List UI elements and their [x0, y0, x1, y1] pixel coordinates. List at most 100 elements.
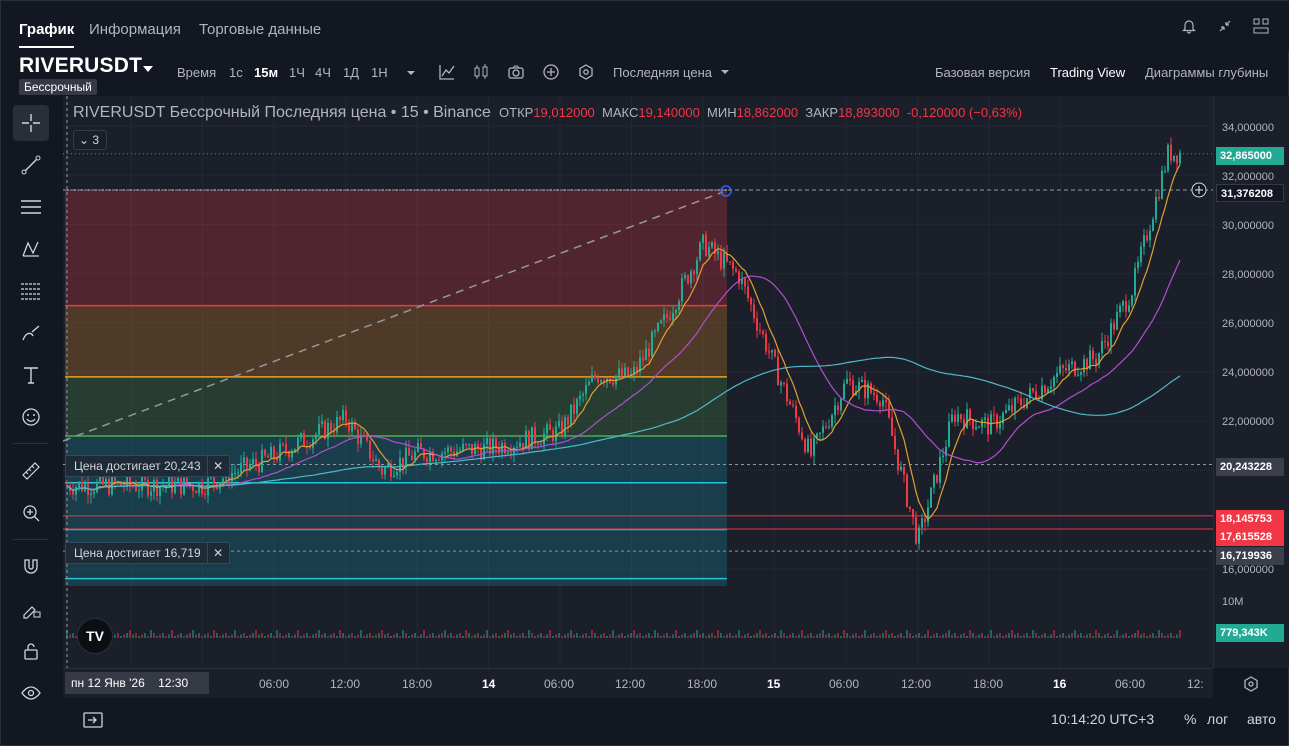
volume-bar: [408, 636, 410, 638]
volume-bar: [879, 634, 881, 638]
volume-bar: [291, 636, 293, 638]
layout-icon[interactable]: [1250, 15, 1272, 37]
price-scale[interactable]: 34,000000 32,000000 30,000000 28,000000 …: [1213, 96, 1289, 668]
bell-icon[interactable]: [1178, 15, 1200, 37]
emoji-icon[interactable]: [13, 399, 49, 435]
ruler-icon[interactable]: [13, 453, 49, 489]
candle-body: [900, 466, 902, 470]
unlock-icon[interactable]: [13, 633, 49, 669]
horizontal-lines-icon[interactable]: [13, 189, 49, 225]
tf-4h[interactable]: 4Ч: [315, 65, 331, 80]
candle-body: [993, 414, 995, 416]
volume-bar: [642, 636, 644, 638]
timeframe-more-icon[interactable]: [401, 62, 421, 82]
candle-body: [741, 278, 743, 284]
symbol-name[interactable]: RIVERUSDT: [19, 54, 143, 77]
close-icon[interactable]: ✕: [206, 543, 229, 563]
alert-label-low[interactable]: Цена достигает 16,719 ✕: [65, 542, 230, 564]
candle-body: [315, 434, 317, 440]
eye-icon[interactable]: [13, 675, 49, 711]
tab-info[interactable]: Информация: [89, 21, 181, 38]
volume-bar: [966, 636, 968, 638]
tf-time[interactable]: Время: [177, 65, 217, 80]
tf-15m[interactable]: 15м: [254, 65, 279, 80]
legend-change: -0,120000 (−0,63%): [906, 105, 1023, 120]
volume-bar: [867, 636, 869, 638]
volume-bar: [525, 636, 527, 638]
pattern-icon[interactable]: [13, 231, 49, 267]
tab-trading-data[interactable]: Торговые данные: [199, 21, 322, 38]
fib-icon[interactable]: [13, 273, 49, 309]
add-indicator-icon[interactable]: [541, 62, 561, 82]
candle-body: [588, 381, 590, 386]
volume-bar: [480, 636, 482, 638]
tf-1d[interactable]: 1Д: [343, 65, 360, 80]
close-icon[interactable]: ✕: [206, 456, 229, 476]
tradingview-logo[interactable]: TV: [77, 618, 113, 654]
volume-bar: [531, 633, 533, 638]
volume-bar: [747, 633, 749, 638]
time-scale-settings-icon[interactable]: [1241, 674, 1261, 694]
volume-bar: [750, 636, 752, 638]
volume-bar: [699, 634, 701, 638]
candle-body: [1149, 230, 1151, 241]
log-toggle[interactable]: лог: [1207, 711, 1229, 727]
candle-body: [402, 457, 404, 468]
magnet-icon[interactable]: [13, 549, 49, 585]
chart-pane[interactable]: RIVERUSDT Бессрочный Последняя цена • 15…: [63, 96, 1213, 668]
settings-icon[interactable]: [576, 62, 596, 82]
candles-icon[interactable]: [471, 62, 491, 82]
price-chart[interactable]: [63, 96, 1213, 668]
indicators-toggle[interactable]: ⌄ 3: [73, 130, 107, 150]
zoom-in-icon[interactable]: [13, 495, 49, 531]
replay-icon[interactable]: [81, 709, 105, 736]
candle-body: [957, 414, 959, 423]
volume-bar: [165, 636, 167, 638]
view-depth[interactable]: Диаграммы глубины: [1145, 65, 1269, 80]
volume-bar: [1077, 634, 1079, 638]
volume-bar: [855, 633, 857, 638]
volume-bar: [414, 633, 416, 638]
percent-toggle[interactable]: %: [1184, 711, 1197, 727]
tf-1h[interactable]: 1Ч: [289, 65, 305, 80]
price-type-select[interactable]: Последняя цена: [613, 65, 712, 80]
alert-label-high[interactable]: Цена достигает 20,243 ✕: [65, 455, 230, 477]
tf-1w[interactable]: 1Н: [371, 65, 388, 80]
volume-bar: [1137, 630, 1139, 638]
candle-body: [636, 367, 638, 372]
volume-bar: [336, 636, 338, 638]
brush-icon[interactable]: [13, 315, 49, 351]
volume-bar: [402, 630, 404, 638]
volume-bar: [852, 634, 854, 638]
volume-bar: [498, 636, 500, 638]
tf-1s[interactable]: 1с: [229, 65, 243, 80]
level-2-tag: 17,615528: [1216, 528, 1284, 546]
text-tool-icon[interactable]: [13, 357, 49, 393]
collapse-icon[interactable]: [1214, 15, 1236, 37]
indicators-chart-icon[interactable]: [437, 62, 457, 82]
symbol-dropdown-icon[interactable]: [143, 66, 153, 72]
crosshair-icon[interactable]: [13, 105, 49, 141]
candle-body: [663, 314, 665, 321]
volume-bar: [600, 634, 602, 638]
price-type-dropdown-icon[interactable]: [715, 62, 735, 82]
camera-icon[interactable]: [506, 62, 526, 82]
candle-body: [147, 479, 149, 496]
candle-body: [1140, 246, 1142, 263]
clock[interactable]: 10:14:20 UTC+3: [1051, 711, 1155, 727]
candle-body: [744, 278, 746, 287]
legend-close: 18,893000: [838, 105, 900, 120]
candle-body: [195, 491, 197, 494]
volume-bar: [849, 636, 851, 638]
trend-line-icon[interactable]: [13, 147, 49, 183]
candle-body: [573, 404, 575, 414]
time-scale[interactable]: 06:00 12:00 18:00 14 06:00 12:00 18:00 1…: [63, 668, 1213, 698]
lock-pen-icon[interactable]: [13, 591, 49, 627]
view-basic[interactable]: Базовая версия: [935, 65, 1031, 80]
tab-chart[interactable]: График: [19, 21, 75, 48]
toolbar-divider: [13, 539, 49, 540]
auto-toggle[interactable]: авто: [1247, 711, 1276, 727]
view-tradingview[interactable]: Trading View: [1050, 65, 1126, 80]
volume-bar: [1170, 633, 1172, 638]
candle-body: [150, 491, 152, 496]
